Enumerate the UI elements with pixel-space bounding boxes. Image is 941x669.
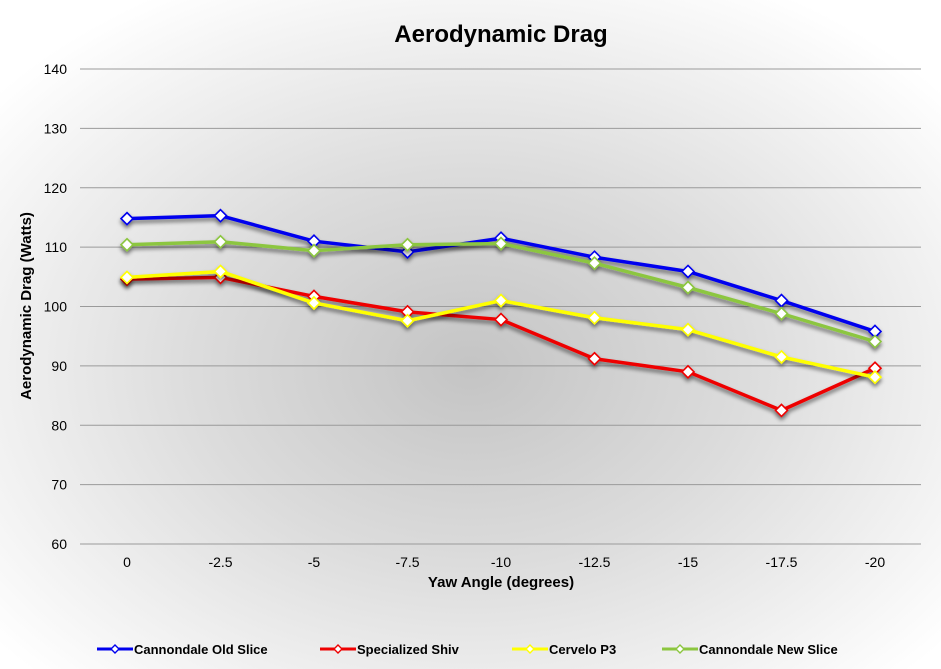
- data-point: [213, 208, 228, 223]
- x-tick-label: -12.5: [579, 554, 611, 570]
- legend-label: Cannondale New Slice: [699, 642, 838, 657]
- legend-label: Cervelo P3: [549, 642, 616, 657]
- data-point: [213, 264, 228, 279]
- x-tick-label: -15: [678, 554, 698, 570]
- x-tick-label: -10: [491, 554, 511, 570]
- data-point: [680, 264, 696, 279]
- y-tick-label: 60: [51, 536, 67, 552]
- legend-swatch-marker: [525, 644, 535, 654]
- y-tick-label: 110: [45, 239, 68, 255]
- legend-item: Specialized Shiv: [320, 642, 460, 657]
- y-tick-label: 90: [51, 358, 67, 374]
- data-point: [493, 312, 509, 327]
- data-point: [774, 306, 789, 321]
- data-point: [493, 236, 509, 251]
- x-tick-label: 0: [123, 554, 131, 570]
- data-point: [680, 364, 696, 379]
- data-point: [867, 334, 883, 349]
- data-point: [774, 349, 789, 365]
- data-point: [119, 237, 135, 252]
- data-point: [587, 351, 602, 366]
- data-point: [587, 310, 602, 325]
- x-axis-label: Yaw Angle (degrees): [428, 574, 574, 591]
- data-point: [306, 295, 322, 311]
- y-tick-label: 100: [44, 299, 68, 315]
- data-point: [774, 403, 789, 418]
- data-point: [119, 211, 135, 226]
- y-tick-label: 140: [44, 61, 68, 77]
- y-axis-label: Aerodynamic Drag (Watts): [18, 212, 35, 400]
- data-point: [680, 280, 696, 295]
- data-point: [119, 270, 135, 285]
- data-point: [587, 256, 602, 271]
- x-tick-label: -20: [865, 554, 885, 570]
- x-tick-label: -17.5: [766, 554, 798, 570]
- y-tick-label: 70: [51, 477, 67, 493]
- x-tick-label: -7.5: [395, 554, 419, 570]
- data-point: [867, 370, 883, 385]
- series-cervelo-p3: [119, 264, 883, 385]
- legend-label: Specialized Shiv: [357, 642, 460, 657]
- y-tick-label: 130: [44, 120, 68, 136]
- x-tick-label: -5: [308, 554, 321, 570]
- data-point: [306, 243, 322, 258]
- data-point: [400, 313, 415, 328]
- legend-label: Cannondale Old Slice: [134, 642, 268, 657]
- x-tick-label: -2.5: [208, 554, 232, 570]
- data-point: [400, 237, 415, 252]
- series-lines: [119, 208, 883, 418]
- data-point: [493, 293, 509, 308]
- y-axis-ticks: 60 70 80 90 100 110 120 130 140: [44, 61, 68, 552]
- data-point: [680, 322, 696, 337]
- x-axis-ticks: 0 -2.5 -5 -7.5 -10 -12.5 -15 -17.5 -20: [123, 554, 885, 570]
- data-point: [213, 234, 228, 249]
- legend-swatch-marker: [333, 644, 343, 654]
- chart-title: Aerodynamic Drag: [394, 21, 607, 48]
- y-tick-label: 80: [51, 417, 67, 433]
- series-cannondale-new-slice: [119, 234, 883, 349]
- legend-swatch-marker: [675, 644, 685, 654]
- legend-item: Cannondale New Slice: [662, 642, 838, 657]
- y-tick-label: 120: [44, 180, 68, 196]
- legend: Cannondale Old Slice Specialized Shiv Cerv…: [97, 642, 838, 657]
- legend-item: Cervelo P3: [512, 642, 616, 657]
- legend-item: Cannondale Old Slice: [97, 642, 268, 657]
- legend-swatch-marker: [110, 644, 120, 654]
